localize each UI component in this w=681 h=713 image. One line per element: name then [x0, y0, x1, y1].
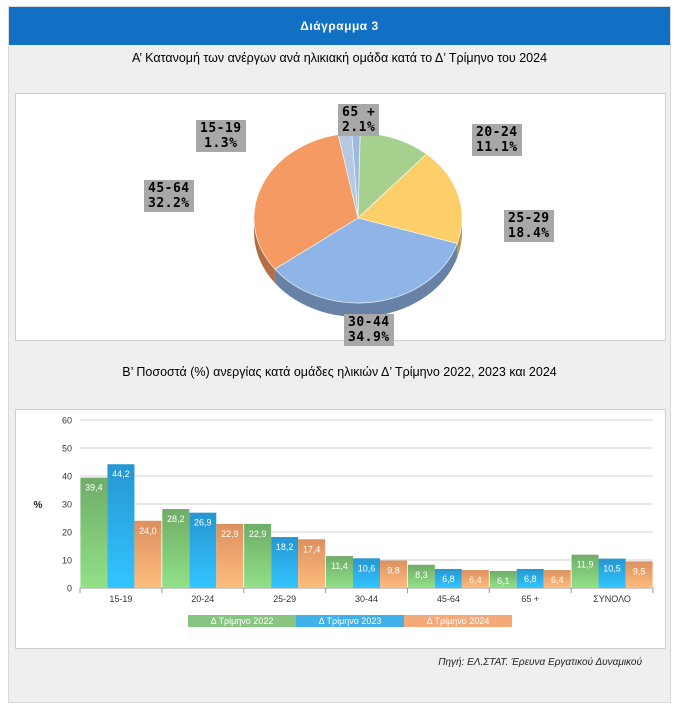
bar-1-0 — [107, 464, 135, 588]
pie-label-category: 65 + — [342, 105, 376, 120]
pie-label-category: 45-64 — [148, 181, 190, 196]
bar-data-label: 22,9 — [249, 529, 267, 539]
bar-0-3 — [326, 556, 353, 588]
bar-data-label: 8,3 — [415, 570, 428, 580]
pie-label-value: 18.4% — [508, 226, 550, 241]
pie-label-category: 30-44 — [348, 315, 390, 330]
x-tick-label: 20-24 — [191, 594, 214, 604]
pie-side-25-29 — [457, 218, 462, 258]
bar-0-5 — [489, 570, 517, 588]
pie-label-value: 1.3% — [204, 136, 238, 151]
legend-swatch — [296, 615, 404, 627]
legend-swatch — [188, 615, 296, 627]
pie-data-label: 15-19 1.3% — [196, 120, 246, 152]
y-tick-label: 10 — [62, 556, 72, 566]
x-tick-label: ΣΥΝΟΛΟ — [593, 594, 631, 604]
pie-slice-25-29 — [357, 153, 463, 244]
bar-data-label: 39,4 — [85, 483, 103, 493]
pie-slice-45-64 — [253, 134, 359, 270]
legend-label: Δ Τρίμηνο 2022 — [211, 616, 274, 626]
pie-slice-30-44 — [274, 217, 458, 304]
bar-data-label: 24,0 — [139, 526, 157, 536]
bar-data-label: 9,8 — [387, 566, 400, 576]
bar-2-6 — [625, 561, 653, 588]
y-tick-label: 40 — [62, 472, 72, 482]
x-tick-label: 45-64 — [437, 594, 460, 604]
bar-data-label: 6,8 — [524, 574, 537, 584]
x-tick-label: 30-44 — [355, 594, 378, 604]
y-tick-label: 60 — [62, 416, 72, 426]
bar-0-2 — [244, 523, 272, 588]
bar-2-3 — [380, 560, 407, 588]
bar-0-4 — [407, 564, 435, 588]
y-tick-label: 30 — [62, 500, 72, 510]
pie-label-value: 32.2% — [148, 196, 190, 211]
bar-data-label: 10,5 — [603, 564, 621, 574]
bar-data-label: 11,4 — [331, 561, 348, 571]
chart-frame: Διάγραμμα 3 Α’ Κατανομή των ανέργων ανά … — [8, 6, 671, 703]
legend-label: Δ Τρίμηνο 2024 — [427, 616, 490, 626]
x-tick-label: 15-19 — [109, 594, 132, 604]
bar-data-label: 18,2 — [276, 542, 294, 552]
bar-data-label: 11,9 — [577, 560, 594, 570]
bar-chart: 0 10 20 30 40 50 60% 39,4 44,2 24,0 15-19 28,2 26,9 2… — [34, 416, 654, 627]
pie-label-value: 34.9% — [348, 330, 390, 345]
bar-0-6 — [571, 554, 599, 588]
bar-1-3 — [353, 558, 380, 588]
x-tick-label: 65 + — [521, 594, 539, 604]
bar-1-2 — [271, 537, 299, 588]
pie-side-45-64 — [254, 218, 275, 284]
pie-data-label: 45-64 32.2% — [144, 180, 194, 212]
bar-data-label: 9,5 — [633, 566, 646, 576]
bar-1-1 — [189, 512, 217, 588]
y-tick-label: 20 — [62, 528, 72, 538]
bar-data-label: 6,4 — [551, 575, 564, 585]
bar-0-1 — [162, 509, 190, 588]
bar-data-label: 17,4 — [303, 544, 321, 554]
x-tick-label: 25-29 — [273, 594, 296, 604]
y-axis-label: % — [34, 500, 43, 511]
bar-2-4 — [461, 570, 489, 588]
pie-data-label: 25-29 18.4% — [504, 210, 554, 242]
pie-label-category: 15-19 — [200, 121, 242, 136]
bar-data-label: 26,9 — [194, 518, 212, 528]
legend-label: Δ Τρίμηνο 2023 — [319, 616, 382, 626]
legend-swatch — [404, 615, 512, 627]
pie-label-value: 2.1% — [342, 120, 376, 135]
source-note: Πηγή: ΕΛ.ΣΤΑΤ. Έρευνα Εργατικού Δυναμικο… — [438, 657, 642, 668]
pie-chart-panel: 15-19 1.3% 20-24 11.1% 25-29 18.4% 30-44 34.9% 4… — [15, 93, 666, 346]
y-tick-label: 0 — [67, 584, 72, 594]
bar-data-label: 6,8 — [442, 574, 455, 584]
bar-1-5 — [516, 568, 544, 588]
pie-data-label: 65 +2.1% — [338, 104, 380, 136]
bar-2-2 — [298, 539, 326, 588]
bar-2-1 — [216, 523, 244, 588]
bar-0-0 — [80, 477, 108, 588]
bar-2-5 — [543, 570, 571, 588]
bar-data-label: 22,9 — [221, 529, 239, 539]
bar-chart-title: Β’ Ποσοστά (%) ανεργίας κατά ομάδες ηλικ… — [122, 365, 557, 379]
pie-label-value: 11.1% — [476, 140, 518, 155]
y-tick-label: 50 — [62, 444, 72, 454]
pie-data-label: 30-44 34.9% — [344, 314, 394, 346]
bar-chart-panel: 0 10 20 30 40 50 60% 39,4 44,2 24,0 15-19 28,2 26,9 2… — [15, 409, 666, 649]
pie-label-category: 20-24 — [476, 125, 518, 140]
bar-data-label: 44,2 — [112, 469, 130, 479]
pie-chart-title: Α’ Κατανομή των ανέργων ανά ηλικιακή ομά… — [131, 51, 548, 65]
bar-1-4 — [434, 568, 462, 588]
pie-data-label: 20-24 11.1% — [472, 124, 522, 156]
bar-1-6 — [598, 558, 626, 588]
bar-data-label: 6,4 — [469, 575, 482, 585]
pie-side-30-44 — [274, 243, 458, 317]
pie-chart — [253, 132, 463, 317]
pie-side-walls — [254, 218, 462, 317]
bar-data-label: 10,6 — [358, 563, 376, 573]
bar-2-0 — [134, 520, 162, 588]
pie-label-category: 25-29 — [508, 211, 550, 226]
chart-header-title: Διάγραμμα 3 — [9, 7, 670, 45]
bar-data-label: 6,1 — [497, 576, 510, 586]
bar-data-label: 28,2 — [167, 514, 185, 524]
